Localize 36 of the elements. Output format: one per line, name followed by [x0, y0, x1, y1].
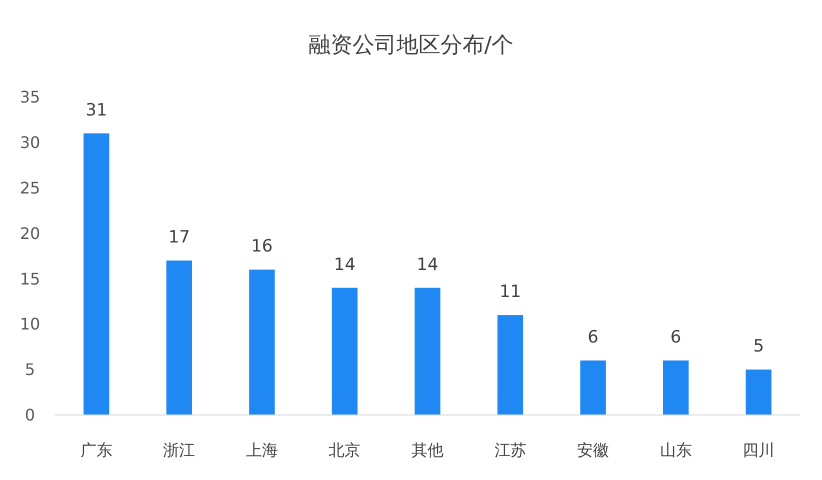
data-label: 11	[499, 282, 522, 302]
data-label: 5	[753, 336, 764, 357]
data-label: 16	[251, 236, 273, 257]
y-tick-label: 10	[20, 314, 40, 334]
data-label: 6	[670, 327, 682, 348]
x-tick-label: 四川	[742, 440, 775, 460]
bar	[414, 288, 440, 415]
bar	[166, 260, 192, 415]
chart-title: 融资公司地区分布/个	[308, 33, 514, 58]
bar	[249, 270, 275, 415]
y-tick-label: 25	[20, 178, 40, 198]
bar	[663, 360, 689, 415]
data-label: 14	[416, 254, 438, 275]
y-tick-label: 15	[20, 269, 40, 288]
bar	[84, 133, 110, 415]
x-tick-label: 北京	[328, 440, 361, 460]
bar	[332, 288, 358, 415]
x-tick-label: 浙江	[163, 440, 196, 460]
y-tick-label: 20	[20, 224, 40, 243]
x-tick-label: 其他	[412, 440, 444, 460]
x-tick-label: 广东	[80, 440, 112, 460]
bar	[746, 370, 772, 415]
data-label: 6	[588, 327, 598, 348]
data-label: 17	[168, 228, 190, 248]
y-tick-label: 35	[20, 88, 40, 107]
y-tick-label: 0	[24, 406, 36, 425]
y-tick-label: 30	[20, 133, 40, 152]
x-tick-label: 上海	[246, 440, 278, 460]
y-tick-label: 5	[24, 360, 36, 380]
bar	[580, 360, 606, 415]
data-label: 14	[334, 254, 356, 275]
x-tick-label: 江苏	[494, 440, 526, 460]
bar	[497, 315, 524, 415]
data-label: 31	[86, 100, 108, 120]
x-tick-label: 山东	[660, 440, 692, 460]
x-tick-label: 安徽	[577, 440, 610, 460]
